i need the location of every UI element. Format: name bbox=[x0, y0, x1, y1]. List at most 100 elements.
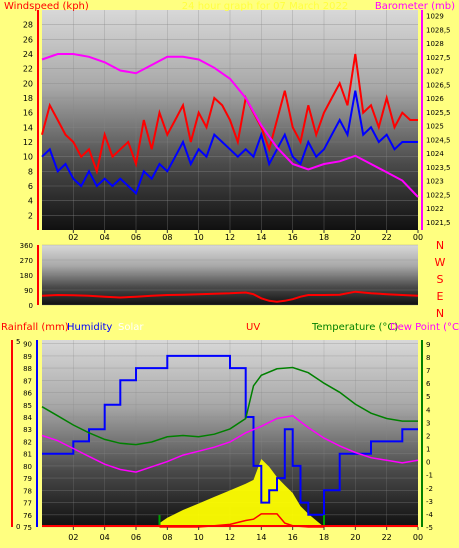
humidity-tick-label: 76 bbox=[23, 512, 32, 520]
y-tick-label: 2 bbox=[28, 211, 33, 220]
temperature-tick-label: 9 bbox=[426, 341, 430, 349]
compass-label: E bbox=[437, 290, 444, 303]
x-tick-label: 10 bbox=[194, 233, 204, 242]
x-tick-label: 00 bbox=[413, 533, 423, 542]
y2-tick-label: 1024,5 bbox=[426, 136, 451, 144]
x-tick-label: 10 bbox=[194, 533, 204, 542]
rain-tick-label: 0 bbox=[16, 523, 20, 531]
x-tick-label: 04 bbox=[100, 233, 110, 242]
uv-label: UV bbox=[246, 322, 260, 333]
y2-tick-label: 1026,5 bbox=[426, 81, 451, 89]
temperature-tick-label: -3 bbox=[426, 498, 433, 506]
humidity-tick-label: 86 bbox=[23, 390, 32, 398]
humidity-tick-label: 77 bbox=[23, 500, 32, 508]
y2-tick-label: 1023,5 bbox=[426, 164, 451, 172]
rain-tick-label: 5 bbox=[16, 338, 20, 346]
x-tick-label: 22 bbox=[382, 533, 392, 542]
x-tick-label: 14 bbox=[256, 533, 266, 542]
x-tick-label: 08 bbox=[162, 233, 172, 242]
temperature-tick-label: -1 bbox=[426, 472, 433, 480]
x-tick-label: 08 bbox=[162, 533, 172, 542]
temperature-tick-label: 0 bbox=[426, 459, 430, 467]
y-tick-label: 90 bbox=[24, 287, 33, 295]
series-solar bbox=[159, 459, 324, 527]
temperature-tick-label: 7 bbox=[426, 367, 430, 375]
x-tick-label: 14 bbox=[256, 233, 266, 242]
humidity-axis-title: Humidity bbox=[67, 322, 112, 333]
y-tick-label: 10 bbox=[23, 153, 33, 162]
x-tick-label: 20 bbox=[350, 233, 360, 242]
compass-label: S bbox=[437, 273, 444, 286]
y-tick-label: 18 bbox=[23, 94, 33, 103]
temperature-tick-label: -5 bbox=[426, 524, 433, 532]
y2-tick-label: 1022 bbox=[426, 205, 444, 213]
right-axis-title: Barometer (mb) bbox=[375, 1, 455, 12]
temperature-axis-title: Temperature (°C) bbox=[311, 322, 398, 333]
y2-tick-label: 1027,5 bbox=[426, 54, 451, 62]
y2-tick-label: 1024 bbox=[426, 150, 444, 158]
humidity-tick-label: 75 bbox=[23, 524, 32, 532]
series-wind-average bbox=[41, 90, 418, 196]
humidity-tick-label: 81 bbox=[23, 451, 32, 459]
humidity-tick-label: 88 bbox=[23, 365, 32, 373]
y-tick-label: 0 bbox=[29, 302, 33, 310]
chart-title: 24 hour graph for 07 March 2022 bbox=[182, 1, 348, 12]
humidity-tick-label: 87 bbox=[23, 377, 32, 385]
y-tick-label: 22 bbox=[23, 65, 33, 74]
temperature-tick-label: 3 bbox=[426, 419, 430, 427]
x-tick-label: 02 bbox=[68, 233, 78, 242]
dewpoint-axis-title: Dew Point (°C bbox=[390, 322, 459, 333]
x-tick-label: 12 bbox=[225, 233, 235, 242]
series-humidity bbox=[42, 354, 418, 516]
temperature-tick-label: 5 bbox=[426, 393, 430, 401]
humidity-tick-label: 79 bbox=[23, 475, 32, 483]
series-wind-direction bbox=[41, 290, 419, 303]
solar-label: Solar bbox=[118, 322, 144, 333]
y-tick-label: 26 bbox=[23, 35, 33, 44]
humidity-tick-label: 90 bbox=[23, 341, 32, 349]
temperature-tick-label: 1 bbox=[426, 446, 430, 454]
humidity-tick-label: 85 bbox=[23, 402, 32, 410]
x-tick-label: 16 bbox=[288, 533, 298, 542]
x-tick-label: 18 bbox=[319, 533, 329, 542]
y2-tick-label: 1025 bbox=[426, 123, 444, 131]
temperature-tick-label: 2 bbox=[426, 432, 430, 440]
y-tick-label: 270 bbox=[20, 257, 33, 265]
rain-axis-title: Rainfall (mm) bbox=[1, 322, 69, 333]
x-tick-label: 06 bbox=[131, 533, 141, 542]
temperature-tick-label: -2 bbox=[426, 485, 433, 493]
humidity-tick-label: 78 bbox=[23, 487, 32, 495]
temperature-tick-label: 8 bbox=[426, 354, 430, 362]
humidity-tick-label: 89 bbox=[23, 353, 32, 361]
y-tick-label: 12 bbox=[23, 138, 33, 147]
x-tick-label: 20 bbox=[350, 533, 360, 542]
y-tick-label: 8 bbox=[28, 167, 33, 176]
x-tick-label: 22 bbox=[382, 233, 392, 242]
y-tick-label: 20 bbox=[23, 79, 33, 88]
y2-tick-label: 1028 bbox=[426, 40, 444, 48]
compass-label: N bbox=[436, 239, 444, 252]
y2-tick-label: 1027 bbox=[426, 68, 444, 76]
wind-barometer-panel: 2468101214161820222426281021,510221022,5… bbox=[4, 1, 455, 242]
left-axis-title: Windspeed (kph) bbox=[4, 1, 89, 12]
y-tick-label: 28 bbox=[23, 21, 33, 30]
x-tick-label: 06 bbox=[131, 233, 141, 242]
series-temperature bbox=[41, 366, 418, 446]
humidity-tick-label: 83 bbox=[23, 426, 32, 434]
x-tick-label: 18 bbox=[319, 233, 329, 242]
series-wind-gust bbox=[41, 53, 418, 175]
series-barometer bbox=[41, 53, 419, 198]
y-tick-label: 180 bbox=[20, 272, 33, 280]
x-tick-label: 04 bbox=[100, 533, 110, 542]
temperature-tick-label: -4 bbox=[426, 511, 434, 519]
y-tick-label: 24 bbox=[23, 50, 33, 59]
temperature-tick-label: 4 bbox=[426, 406, 431, 414]
x-tick-label: 12 bbox=[225, 533, 235, 542]
y-tick-label: 4 bbox=[28, 197, 33, 206]
x-tick-label: 16 bbox=[288, 233, 298, 242]
humidity-tick-label: 84 bbox=[23, 414, 32, 422]
series-dew-point bbox=[41, 415, 419, 473]
